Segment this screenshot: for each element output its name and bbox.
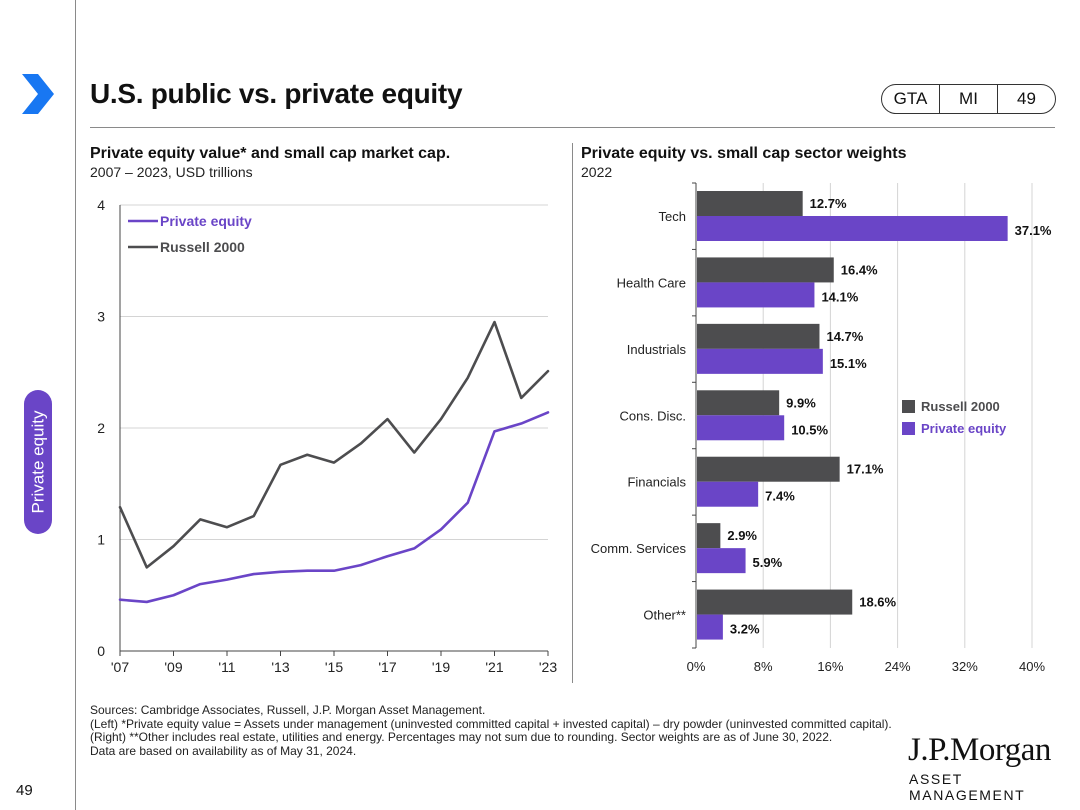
left-chart-title: Private equity value* and small cap mark… [90,145,451,162]
category-label: Cons. Disc. [620,408,686,423]
data-label: 7.4% [765,489,795,504]
x-tick-label: '21 [485,659,503,675]
x-tick-label: '07 [111,659,129,675]
footnote-sources: Sources: Cambridge Associates, Russell, … [90,703,486,717]
legend-label: Russell 2000 [160,239,245,255]
bar-private-equity [697,548,746,574]
bar-russell-2000 [697,257,834,283]
side-tab-label: Private equity [28,410,47,514]
x-tick-label: 0% [687,659,706,674]
data-label: 17.1% [847,462,884,477]
y-tick-label: 1 [97,532,105,548]
chevron-right-icon [22,74,54,114]
data-label: 15.1% [830,356,867,371]
x-tick-label: '23 [539,659,557,675]
footnote-note: (Left) *Private equity value = Assets un… [90,716,892,744]
x-tick-label: '15 [325,659,343,675]
data-label: 5.9% [753,555,783,570]
bar-private-equity [697,348,823,374]
bar-russell-2000 [697,589,853,615]
right-chart-subtitle: 2022 [581,164,613,180]
bar-russell-2000 [697,390,780,416]
bar-russell-2000 [697,456,840,482]
page-number: 49 [16,782,33,799]
bar-russell-2000 [697,323,820,349]
asset-management-logo: ASSET MANAGEMENT [909,771,1026,803]
y-tick-label: 4 [97,197,105,213]
page-title: U.S. public vs. private equity [90,78,463,109]
y-tick-label: 2 [97,420,105,436]
data-label: 12.7% [810,196,847,211]
badge-mi[interactable]: MI [939,85,997,113]
bar-private-equity [697,415,785,441]
category-label: Health Care [617,275,686,290]
category-label: Tech [659,209,686,224]
line-chart: 0 1 2 3 4 '07 '09 '11 '13 '15 '17 '19 '21 '23 Private … [97,197,557,675]
jpmorgan-logo: J.P.Morgan [908,732,1051,768]
right-chart-title: Private equity vs. small cap sector weig… [581,145,907,162]
data-label: 2.9% [727,528,757,543]
data-label: 9.9% [786,395,816,410]
y-tick-label: 3 [97,309,105,325]
bar-chart: 0% 8% 16% 24% 32% 40% Tech 12.7% 37.1% Health Car… [591,182,1052,674]
bar-private-equity [697,614,723,640]
data-label: 18.6% [859,595,896,610]
x-tick-label: 16% [817,659,843,674]
data-label: 37.1% [1015,223,1052,238]
footnote-availability: Data are based on availability as of May… [90,743,357,758]
badge-page[interactable]: 49 [997,85,1055,113]
bar-russell-2000 [697,191,803,216]
legend-label: Private equity [160,213,252,229]
x-tick-label: 40% [1019,659,1045,674]
bar-private-equity [697,216,1008,241]
bar-russell-2000 [697,523,721,549]
x-tick-label: '19 [432,659,450,675]
category-label: Industrials [627,342,687,357]
y-tick-label: 0 [97,643,105,659]
bar-private-equity [697,282,815,308]
x-tick-label: '13 [271,659,289,675]
left-chart-subtitle: 2007 – 2023, USD trillions [90,164,253,180]
data-label: 3.2% [730,622,760,637]
x-tick-label: '17 [378,659,396,675]
badge-group: GTA MI 49 [881,84,1056,114]
x-tick-label: '11 [218,659,235,675]
category-label: Other** [643,608,686,623]
legend-label: Private equity [921,421,1007,436]
category-label: Financials [627,475,686,490]
x-tick-label: 8% [754,659,773,674]
footnotes: Sources: Cambridge Associates, Russell, … [90,703,900,758]
x-tick-label: '09 [164,659,182,675]
data-label: 10.5% [791,422,828,437]
legend-swatch [902,422,915,435]
series-line-private-equity [118,411,550,604]
chart-separator [572,143,573,683]
badge-gta[interactable]: GTA [893,89,928,108]
series-line-russell-2000 [118,320,550,569]
title-rule [90,127,1055,128]
data-label: 14.1% [821,289,858,304]
left-margin-rule [75,0,76,810]
side-tab[interactable]: Private equity [24,390,52,534]
x-tick-label: 24% [885,659,911,674]
category-label: Comm. Services [591,541,687,556]
bar-private-equity [697,481,759,507]
legend-label: Russell 2000 [921,399,1000,414]
data-label: 14.7% [826,329,863,344]
data-label: 16.4% [841,262,878,277]
legend-swatch [902,400,915,413]
x-tick-label: 32% [952,659,978,674]
